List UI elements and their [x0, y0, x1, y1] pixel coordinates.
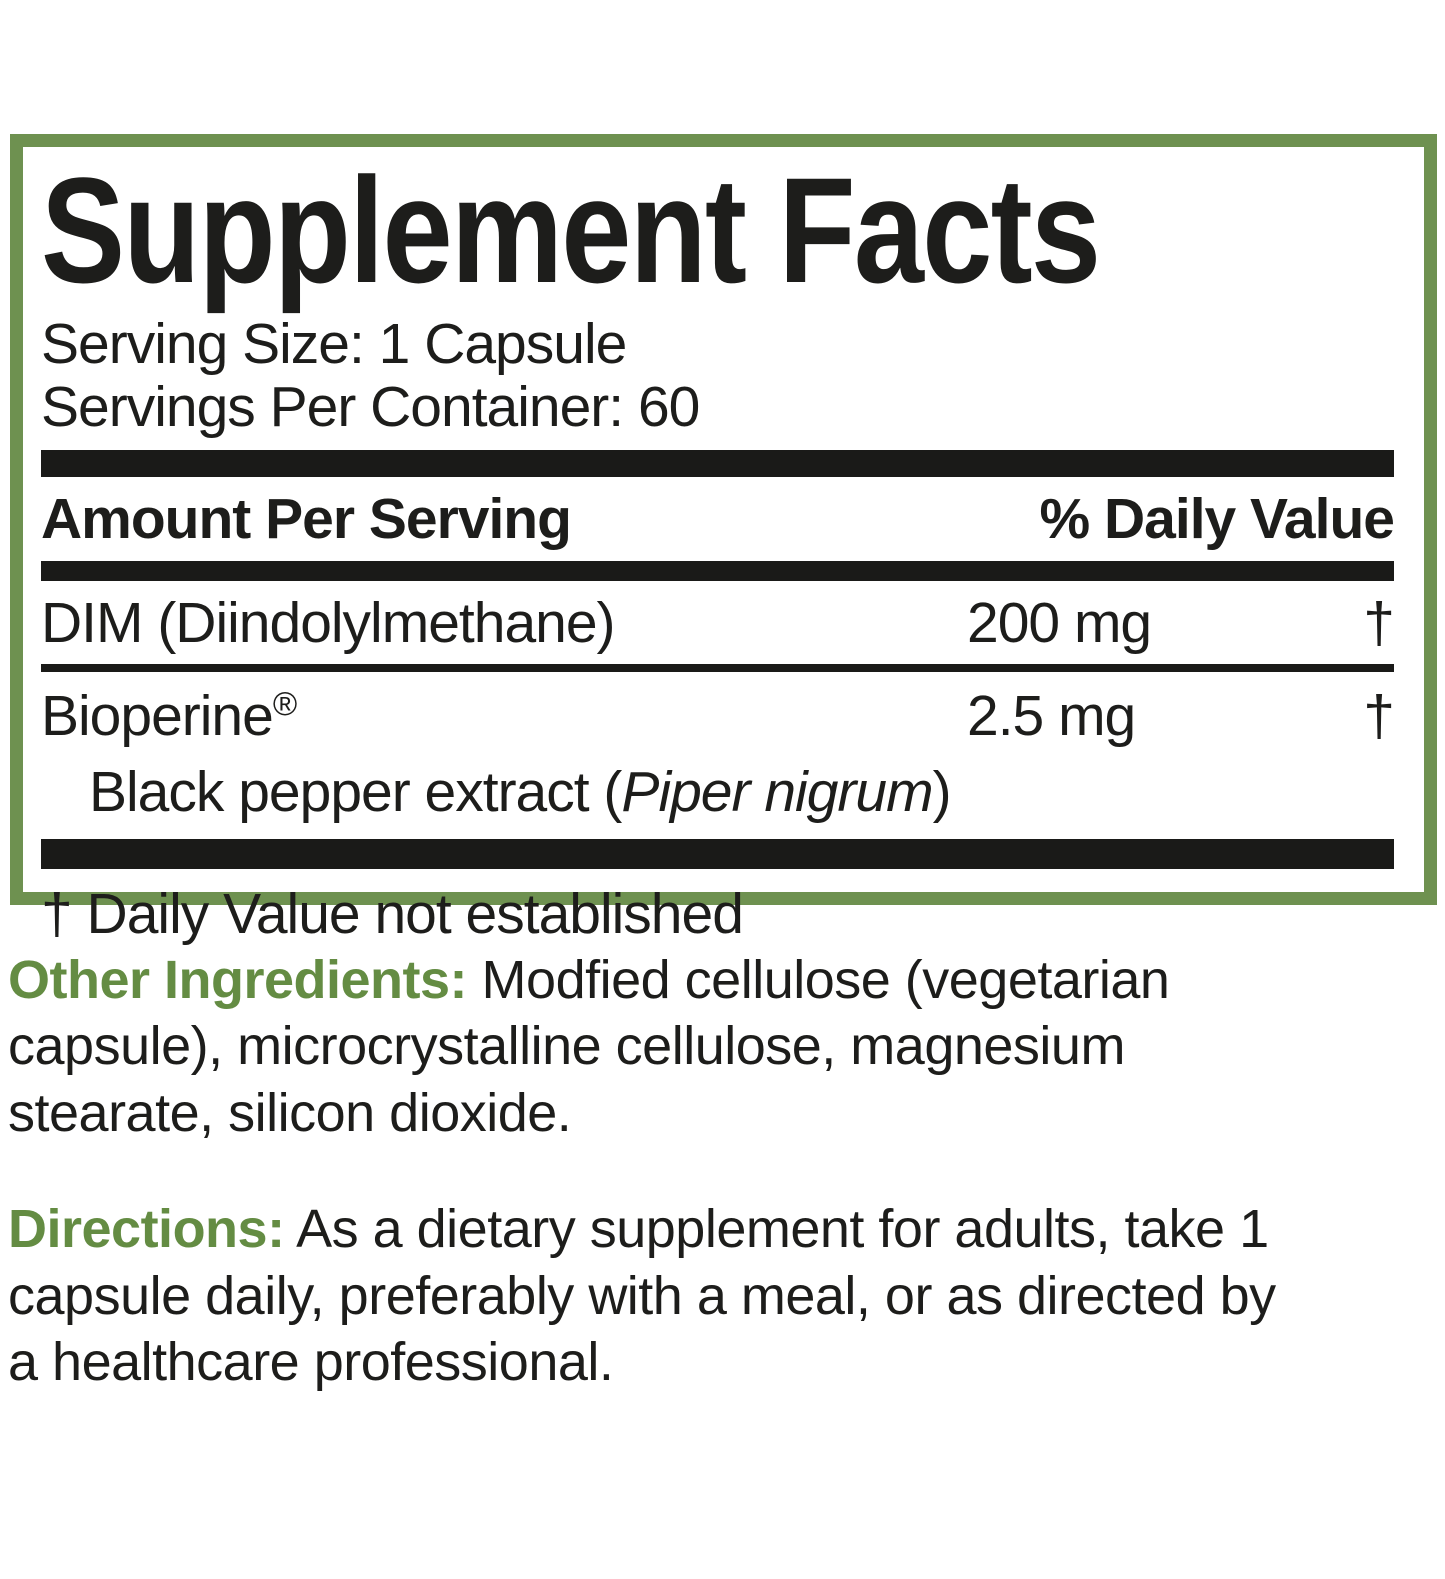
ingredient-sub-description: Black pepper extract (Piper nigrum) [89, 760, 952, 825]
other-ingredients-label: Other Ingredients: [8, 950, 468, 1010]
ingredient-name: Bioperine® [41, 684, 297, 749]
ingredient-daily-value: † [1363, 591, 1395, 656]
table-header-row: Amount Per Serving % Daily Value [41, 477, 1395, 561]
paragraph-line: Other Ingredients: Modfied cellulose (ve… [8, 950, 1170, 1010]
paragraph-line: Directions: As a dietary supplement for … [8, 1199, 1269, 1260]
table-row: Bioperine® 2.5 mg † [41, 674, 1395, 755]
paragraph-line: a healthcare professional. [8, 1332, 614, 1393]
servings-per-container-line: Servings Per Container: 60 [41, 374, 700, 439]
other-ingredients-paragraph: Other Ingredients: Modfied cellulose (ve… [8, 947, 1437, 1146]
paragraph-line: stearate, silicon dioxide. [8, 1082, 572, 1143]
paragraph-line: capsule daily, preferably with a meal, o… [8, 1265, 1276, 1326]
divider-bar-bottom [41, 839, 1394, 870]
supplement-facts-panel: Supplement Facts Serving Size: 1 Capsule… [10, 134, 1437, 946]
supplement-label: Supplement Facts Serving Size: 1 Capsule… [0, 134, 1445, 1395]
table-row: DIM (Diindolylmethane) 200 mg † [41, 581, 1395, 662]
directions-label: Directions: [8, 1199, 285, 1260]
amount-per-serving-header: Amount Per Serving [41, 487, 572, 552]
divider-bar-top [41, 450, 1394, 478]
serving-size-line: Serving Size: 1 Capsule [41, 312, 627, 376]
ingredient-daily-value: † [1363, 684, 1395, 749]
row-divider-rule [41, 664, 1394, 673]
daily-value-header: % Daily Value [1039, 487, 1395, 552]
divider-bar-header [41, 561, 1394, 582]
ingredient-amount: 200 mg [967, 591, 1152, 656]
directions-paragraph: Directions: As a dietary supplement for … [8, 1196, 1437, 1395]
registered-trademark-symbol: ® [272, 686, 297, 724]
paragraph-line: capsule), microcrystalline cellulose, ma… [8, 1016, 1125, 1077]
daily-value-footnote: † Daily Value not established [41, 882, 744, 947]
ingredient-amount: 2.5 mg [967, 684, 1136, 749]
panel-title: Supplement Facts [41, 146, 1101, 314]
ingredient-name: DIM (Diindolylmethane) [41, 591, 616, 656]
latin-name: Piper nigrum [621, 760, 933, 825]
